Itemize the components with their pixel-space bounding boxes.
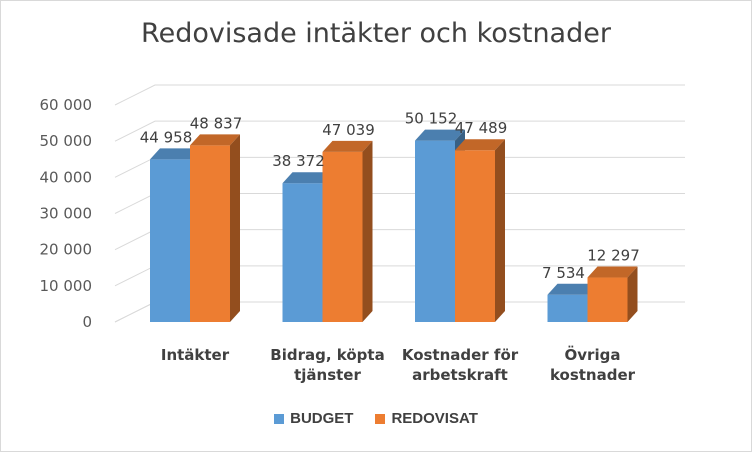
data-label: 48 837 bbox=[190, 114, 243, 132]
legend-label-redovisat: REDOVISAT bbox=[391, 410, 478, 427]
data-label: 50 152 bbox=[405, 110, 458, 128]
category-label: tjänster bbox=[294, 366, 361, 384]
bar-top bbox=[282, 172, 333, 184]
data-label: 44 958 bbox=[140, 128, 193, 146]
data-label: 12 297 bbox=[587, 247, 640, 265]
y-tick-label: 60 000 bbox=[40, 96, 93, 114]
bar-front bbox=[322, 151, 363, 322]
y-tick-label: 50 000 bbox=[40, 132, 93, 150]
chart-title: Redovisade intäkter och kostnader bbox=[141, 18, 611, 49]
category-label: kostnader bbox=[550, 366, 636, 384]
data-label: 47 039 bbox=[322, 121, 375, 139]
y-tick-label: 20 000 bbox=[40, 241, 93, 259]
bar-top bbox=[322, 140, 373, 152]
legend-item-redovisat: REDOVISAT bbox=[375, 410, 478, 427]
data-label: 47 489 bbox=[455, 119, 508, 137]
y-tick-label: 30 000 bbox=[40, 205, 93, 223]
legend-swatch-budget bbox=[274, 413, 285, 424]
y-tick-label: 40 000 bbox=[40, 168, 93, 186]
bar-top bbox=[415, 129, 465, 141]
category-label: arbetskraft bbox=[412, 366, 508, 384]
bar-side bbox=[495, 139, 505, 322]
bar-top bbox=[150, 148, 200, 160]
y-tick-label: 0 bbox=[82, 313, 92, 331]
bar-front bbox=[455, 150, 495, 322]
bar-front bbox=[547, 294, 588, 322]
bar-top bbox=[587, 266, 638, 278]
gridline bbox=[114, 120, 685, 142]
legend: BUDGET REDOVISAT bbox=[0, 410, 752, 427]
data-label: 38 372 bbox=[272, 152, 325, 170]
y-tick-label: 10 000 bbox=[40, 277, 93, 295]
category-label: Intäkter bbox=[161, 346, 230, 364]
data-label: 7 534 bbox=[542, 264, 585, 282]
bar-front bbox=[282, 183, 323, 322]
category-label: Kostnader för bbox=[402, 346, 519, 364]
gridline bbox=[114, 84, 685, 106]
bar-side bbox=[627, 266, 638, 322]
bar-side bbox=[362, 140, 373, 322]
bar-top bbox=[547, 283, 598, 295]
bar-front bbox=[415, 140, 455, 322]
category-label: Bidrag, köpta bbox=[270, 346, 384, 364]
bar-side bbox=[230, 134, 240, 322]
bar-front bbox=[190, 145, 230, 322]
legend-label-budget: BUDGET bbox=[290, 410, 354, 427]
bar-top bbox=[455, 139, 505, 151]
category-label: Övriga bbox=[565, 345, 621, 364]
bar-top bbox=[190, 134, 240, 146]
bar-front bbox=[587, 277, 628, 322]
floor-edge bbox=[114, 301, 156, 323]
legend-item-budget: BUDGET bbox=[274, 410, 353, 427]
bar-front bbox=[150, 159, 190, 322]
legend-swatch-redovisat bbox=[375, 413, 386, 424]
